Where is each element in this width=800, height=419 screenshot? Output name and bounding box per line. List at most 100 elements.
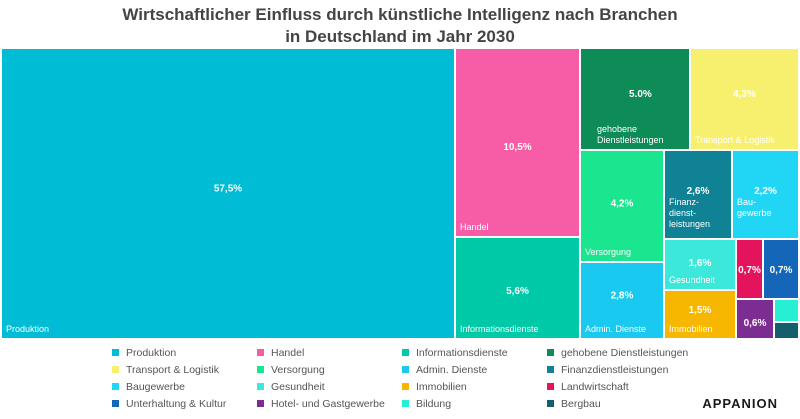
legend-label: Informationsdienste [416,346,508,359]
tile-value-gehobene: 5.0% [629,89,652,100]
tile-bergbau [775,323,798,338]
tile-rect-immobilien [665,291,735,338]
tile-gesundheit: 1,6% Gesundheit [665,240,735,289]
tile-rect-admin [581,263,663,338]
tile-rect-bildung [775,300,798,321]
tile-produktion: 57,5% Produktion [2,49,454,338]
tile-rect-finanz [665,151,731,238]
legend-item: Handel [257,345,402,360]
legend-label: Immobilien [416,380,467,393]
tile-label-versorgung: Versorgung [585,247,631,257]
legend-item: Bergbau [547,396,692,411]
tile-bau: 2,2%Bau-gewerbe [733,151,798,238]
legend-item: gehobene Dienstleistungen [547,345,692,360]
tile-rect-versorgung [581,151,663,261]
tile-informationsdienste: 5,6% Informationsdienste [456,238,579,338]
legend-label: Landwirtschaft [561,380,629,393]
tile-hotel: 0,6% [737,300,773,338]
chart-title: Wirtschaftlicher Einfluss durch künstlic… [0,4,800,48]
legend-label: Baugewerbe [126,380,185,393]
legend-label: gehobene Dienstleistungen [561,346,689,359]
tile-value-hotel: 0,6% [744,318,767,329]
legend-swatch [402,400,409,407]
tile-label-gehobene: gehobene Dienstleistungen [597,124,664,145]
legend-swatch [402,366,409,373]
tile-admin: 2,8% Admin. Dienste [581,263,663,338]
legend-item: Transport & Logistik [112,362,257,377]
tile-value-bau: 2,2% [754,186,777,197]
tile-label-transport: Transport & Logistik [695,135,775,145]
tile-immobilien: 1,5% Immobilien [665,291,735,338]
legend-swatch [547,366,554,373]
tile-rect-landwirtschaft [737,240,762,298]
tile-gehobene: 5.0% gehobene Dienstleistungen [581,49,689,149]
tile-rect-unterhaltung [764,240,798,298]
legend-swatch [547,383,554,390]
legend-swatch [112,366,119,373]
legend-item: Baugewerbe [112,379,257,394]
tile-versorgung: 4,2% Versorgung [581,151,663,261]
legend-item: Unterhaltung & Kultur [112,396,257,411]
legend-swatch [257,383,264,390]
legend-swatch [112,383,119,390]
legend-item: Produktion [112,345,257,360]
tile-rect-produktion [2,49,454,338]
tile-rect-transport [691,49,798,149]
legend-swatch [547,349,554,356]
legend-item: Hotel- und Gastgewerbe [257,396,402,411]
tile-bildung [775,300,798,321]
treemap-chart: 57,5% Produktion 10,5% Handel 5,6% Informatio… [2,49,798,338]
legend-swatch [112,349,119,356]
tile-value-transport: 4,3% [733,89,756,100]
legend-item: Bildung [402,396,547,411]
legend-item: Admin. Dienste [402,362,547,377]
tile-rect-bergbau [775,323,798,338]
legend-swatch [402,349,409,356]
tile-value-versorgung: 4,2% [611,199,634,210]
tile-rect-gesundheit [665,240,735,289]
tile-value-handel: 10,5% [503,142,531,153]
tile-finanz: 2,6%Finanz-dienst-leistungen [665,151,731,238]
tile-landwirtschaft: 0,7% [737,240,762,298]
tile-value-immobilien: 1,5% [689,305,712,316]
legend-swatch [547,400,554,407]
tile-label-immobilien: Immobilien [669,324,713,334]
legend-label: Transport & Logistik [126,363,219,376]
legend-label: Gesundheit [271,380,325,393]
tile-rect-handel [456,49,579,236]
legend-label: Bildung [416,397,452,410]
legend-item: Finanzdienstleistungen [547,362,692,377]
tile-label-gesundheit: Gesundheit [669,275,716,285]
legend-label: Handel [271,346,305,359]
tile-label-bau: Bau-gewerbe [737,197,772,218]
tile-value-gesundheit: 1,6% [689,258,712,269]
legend-item: Immobilien [402,379,547,394]
tile-rect-informationsdienste [456,238,579,338]
legend-label: Unterhaltung & Kultur [126,397,227,410]
legend-label: Finanzdienstleistungen [561,363,669,376]
legend-swatch [112,400,119,407]
legend-item: Versorgung [257,362,402,377]
tile-label-finanz: Finanz-dienst-leistungen [669,197,710,229]
tile-rect-hotel [737,300,773,338]
legend-swatch [257,366,264,373]
legend-label: Admin. Dienste [416,363,488,376]
legend-item: Informationsdienste [402,345,547,360]
legend-label: Produktion [126,346,177,359]
legend-swatch [257,349,264,356]
tile-handel: 10,5% Handel [456,49,579,236]
chart-title-line-2: in Deutschland im Jahr 2030 [285,27,515,46]
tile-label-produktion: Produktion [6,324,49,334]
legend-label: Bergbau [561,397,601,410]
legend-item: Landwirtschaft [547,379,692,394]
tile-value-produktion: 57,5% [214,184,242,195]
legend-swatch [257,400,264,407]
chart-title-line-1: Wirtschaftlicher Einfluss durch künstlic… [122,5,678,24]
tile-value-informationsdienste: 5,6% [506,286,529,297]
tile-transport: 4,3% Transport & Logistik [691,49,798,149]
tile-unterhaltung: 0,7% [764,240,798,298]
tile-rect-bau [733,151,798,238]
tile-value-unterhaltung: 0,7% [770,265,793,276]
legend-swatch [402,383,409,390]
legend-label: Hotel- und Gastgewerbe [271,397,385,410]
